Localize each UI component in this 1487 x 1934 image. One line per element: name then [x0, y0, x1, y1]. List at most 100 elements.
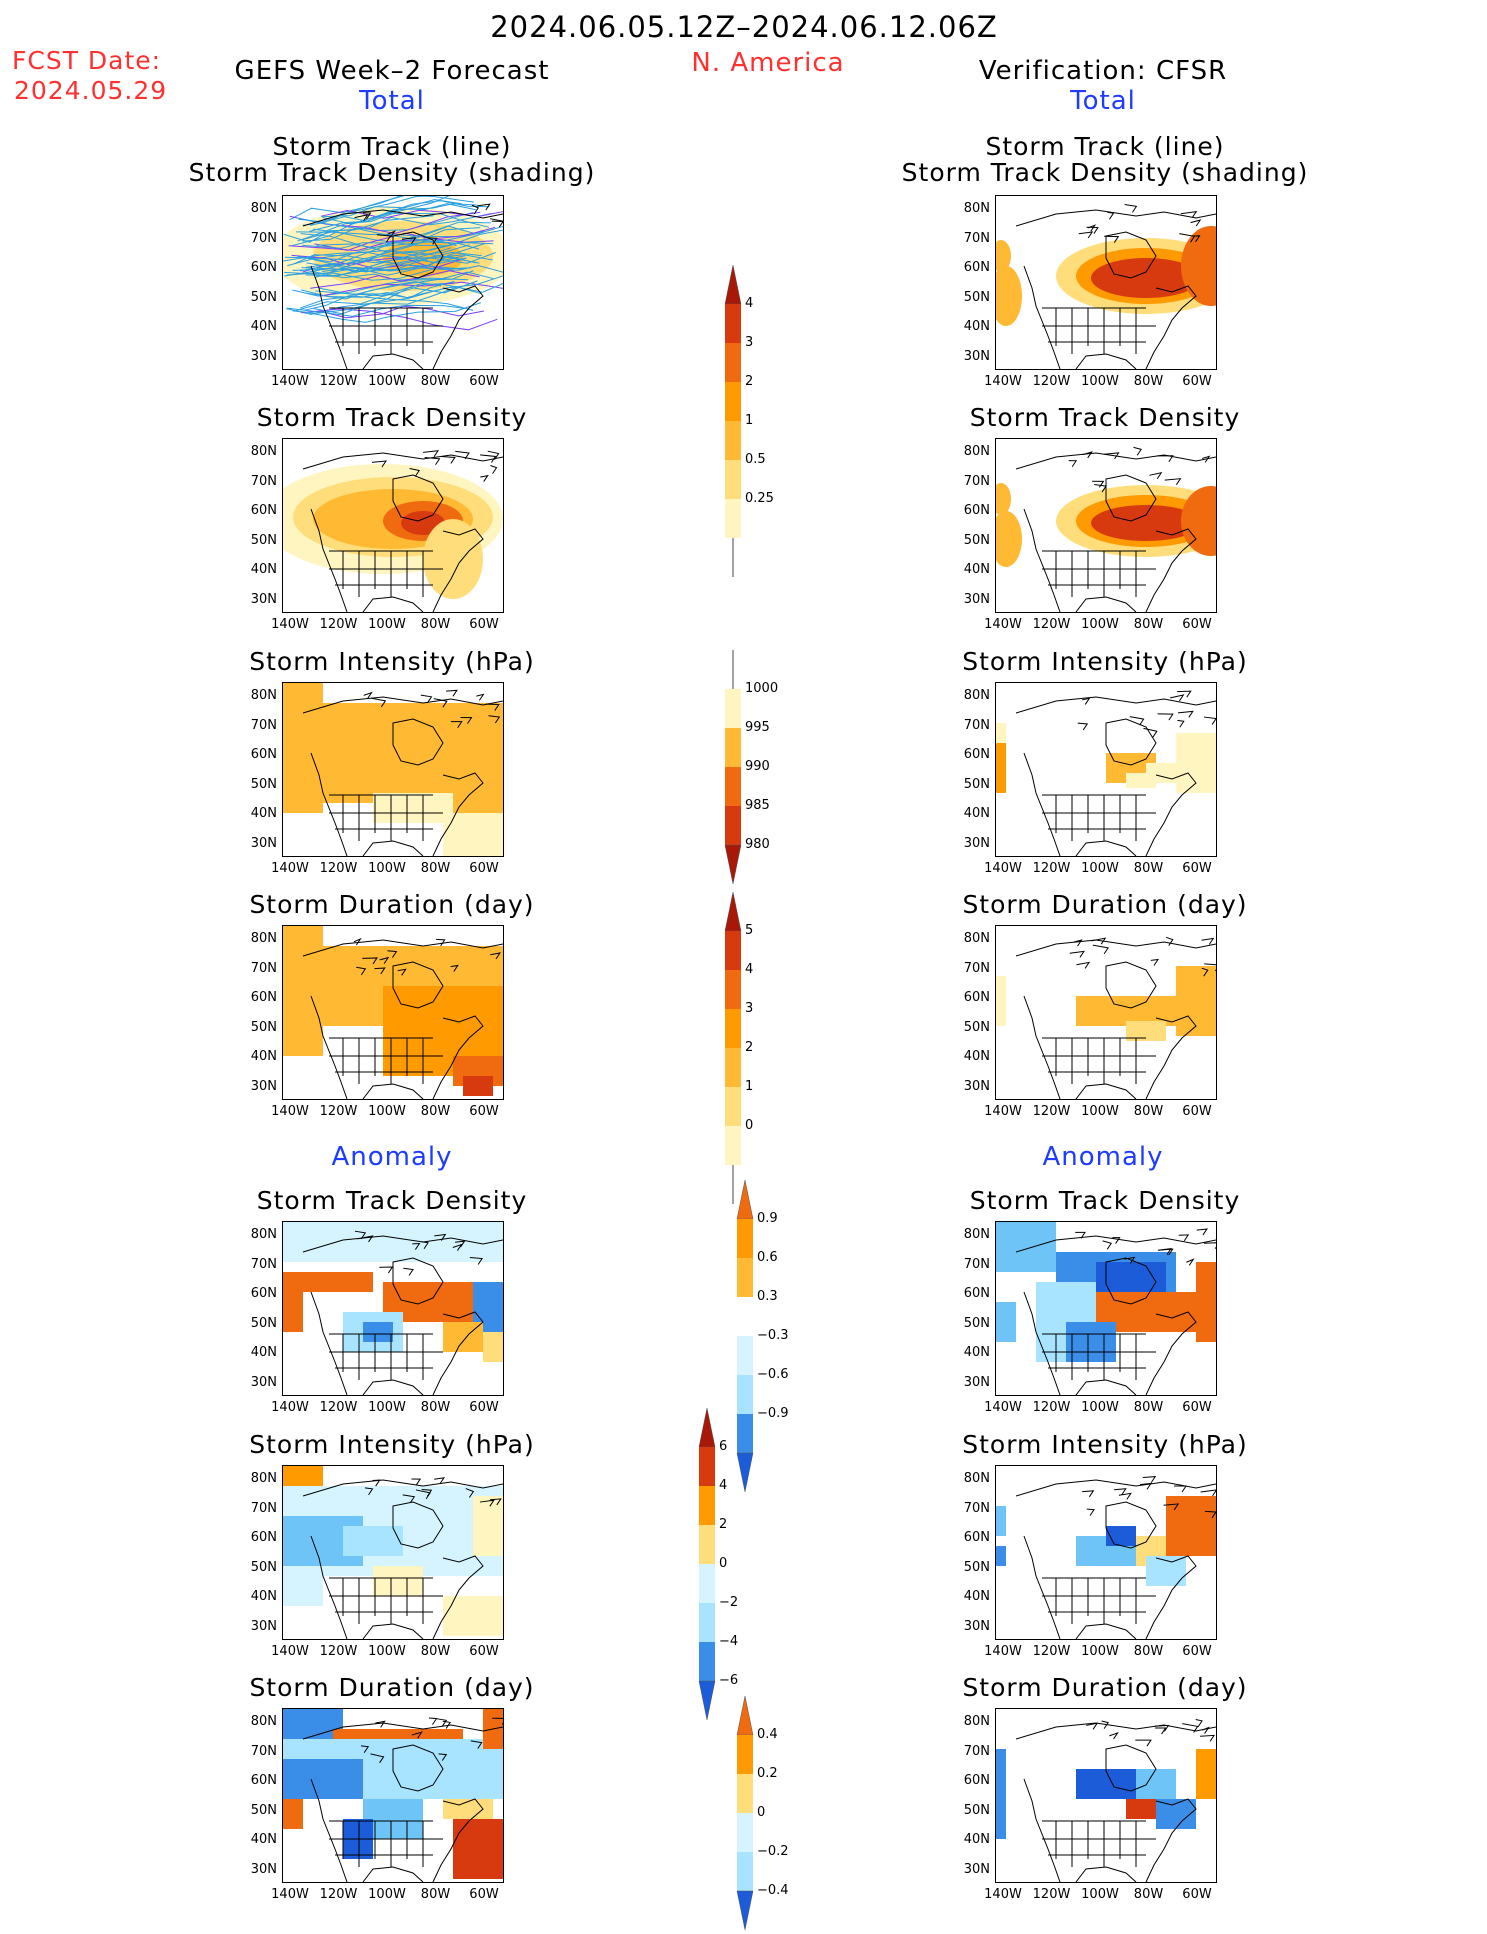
- lat-tick-label: 60N: [250, 990, 277, 1005]
- grid-cell: [1196, 1749, 1216, 1799]
- colorbar-segment: [699, 1486, 715, 1525]
- grid-cell: [1146, 763, 1176, 783]
- lon-tick-label: 100W: [368, 861, 406, 876]
- lat-tick-label: 30N: [963, 1861, 990, 1877]
- lon-tick-label: 140W: [271, 1400, 309, 1415]
- colorbar-tick-label: −0.4: [757, 1883, 789, 1898]
- colorbar-segment: [737, 1414, 753, 1453]
- colorbar-intensity-anom: [698, 1407, 716, 1724]
- coastline: [1015, 690, 1216, 856]
- lat-tick-label: 70N: [250, 473, 277, 489]
- colorbar-segment: [737, 1774, 753, 1813]
- grid-cell: [283, 1272, 373, 1292]
- grid-cell: [996, 976, 1006, 1026]
- lat-tick-label: 50N: [963, 1019, 990, 1035]
- colorbar-tick-label: 0.9: [757, 1211, 778, 1226]
- panel-title: Storm Track Density: [256, 1186, 528, 1215]
- colorbar-tick-label: 1: [745, 1079, 754, 1094]
- colorbar-tick-label: 0.3: [757, 1289, 778, 1304]
- grid-cell: [1136, 1769, 1176, 1799]
- forecast-map-int: [282, 682, 504, 857]
- lon-tick-label: 60W: [469, 861, 499, 876]
- panel-title: Storm Track (line): [272, 132, 512, 161]
- lat-tick-label: 50N: [250, 1019, 277, 1035]
- lon-tick-label: 60W: [469, 1400, 499, 1415]
- grid-cell: [1126, 1021, 1166, 1041]
- lon-tick-label: 120W: [319, 1644, 358, 1659]
- lon-tick-label: 80W: [420, 374, 451, 389]
- colorbar-intensity-total: [724, 650, 742, 888]
- lon-tick-label: 120W: [1032, 861, 1071, 876]
- colorbar-duration-anom: [736, 1695, 754, 1934]
- grid-cell: [996, 1302, 1016, 1342]
- lon-tick-label: 80W: [1133, 1887, 1164, 1902]
- lat-tick-label: 60N: [963, 1286, 990, 1301]
- grid-cell: [453, 793, 503, 813]
- grid-cell: [1176, 733, 1216, 793]
- lat-tick-label: 80N: [250, 1227, 277, 1242]
- lat-tick-label: 40N: [250, 319, 277, 334]
- colorbar-tick-label: 995: [745, 720, 770, 735]
- lon-tick-label: 140W: [984, 1400, 1022, 1415]
- colorbar-segment: [725, 421, 741, 460]
- grid-cell: [453, 1819, 503, 1879]
- grid-cell: [483, 1332, 503, 1362]
- lat-tick-label: 60N: [963, 503, 990, 518]
- colorbar-tick-label: −6: [719, 1673, 739, 1688]
- grid-cell: [996, 733, 1006, 793]
- lon-tick-label: 60W: [469, 1887, 499, 1902]
- lon-tick-label: 80W: [1133, 617, 1164, 632]
- panel-title: Storm Track Density: [256, 403, 528, 432]
- colorbar-segment: [725, 1126, 741, 1165]
- lat-tick-label: 70N: [963, 1500, 990, 1516]
- lon-tick-label: 100W: [368, 1644, 406, 1659]
- colorbar-tick-label: 0: [719, 1556, 728, 1571]
- colorbar-tick-label: 4: [745, 962, 754, 977]
- panel-title: Storm Track Density: [969, 403, 1241, 432]
- grid-cell: [443, 1596, 503, 1636]
- lon-tick-label: 80W: [1133, 1400, 1164, 1415]
- lat-tick-label: 40N: [963, 1345, 990, 1360]
- density-shade: [1181, 486, 1216, 556]
- colorbar-segment: [698, 1680, 716, 1721]
- lon-tick-label: 80W: [420, 1644, 451, 1659]
- lon-tick-label: 140W: [984, 1644, 1022, 1659]
- lat-tick-label: 40N: [963, 1832, 990, 1847]
- lon-tick-label: 100W: [368, 374, 406, 389]
- colorbar-segment: [725, 806, 741, 845]
- lat-tick-label: 50N: [963, 289, 990, 305]
- lat-tick-label: 50N: [963, 532, 990, 548]
- verification-map-aint: [995, 1465, 1217, 1640]
- lon-tick-label: 100W: [1081, 861, 1119, 876]
- lat-tick-label: 80N: [963, 931, 990, 946]
- lat-tick-label: 40N: [963, 806, 990, 821]
- forecast-map-line: [282, 195, 504, 370]
- date-range: 2024.06.05.12Z–2024.06.12.06Z: [490, 10, 998, 44]
- colorbar-segment: [724, 891, 742, 932]
- colorbar-segment: [699, 1603, 715, 1642]
- colorbar-segment: [725, 382, 741, 421]
- lat-tick-label: 30N: [250, 1078, 277, 1094]
- lon-tick-label: 100W: [1081, 617, 1119, 632]
- lat-tick-label: 50N: [250, 776, 277, 792]
- colorbar-segment: [737, 1852, 753, 1891]
- grid-cell: [996, 1222, 1056, 1272]
- density-shade: [1181, 226, 1216, 306]
- lat-tick-label: 40N: [963, 1049, 990, 1064]
- lat-tick-label: 60N: [250, 1530, 277, 1545]
- colorbar-duration-total: [724, 891, 742, 1208]
- colorbar-tick-label: 0: [757, 1805, 766, 1820]
- lon-tick-label: 60W: [1182, 374, 1212, 389]
- lat-tick-label: 50N: [250, 532, 277, 548]
- colorbar-segment: [737, 1258, 753, 1297]
- lat-tick-label: 40N: [963, 319, 990, 334]
- density-shade: [1091, 258, 1201, 298]
- verification-map-int: [995, 682, 1217, 857]
- colorbar-segment: [737, 1375, 753, 1414]
- lat-tick-label: 30N: [250, 1374, 277, 1390]
- lon-tick-label: 120W: [319, 617, 358, 632]
- grid-cell: [1106, 1526, 1136, 1546]
- density-shade: [996, 483, 1011, 515]
- region-label: N. America: [691, 48, 845, 78]
- lat-tick-label: 30N: [963, 1078, 990, 1094]
